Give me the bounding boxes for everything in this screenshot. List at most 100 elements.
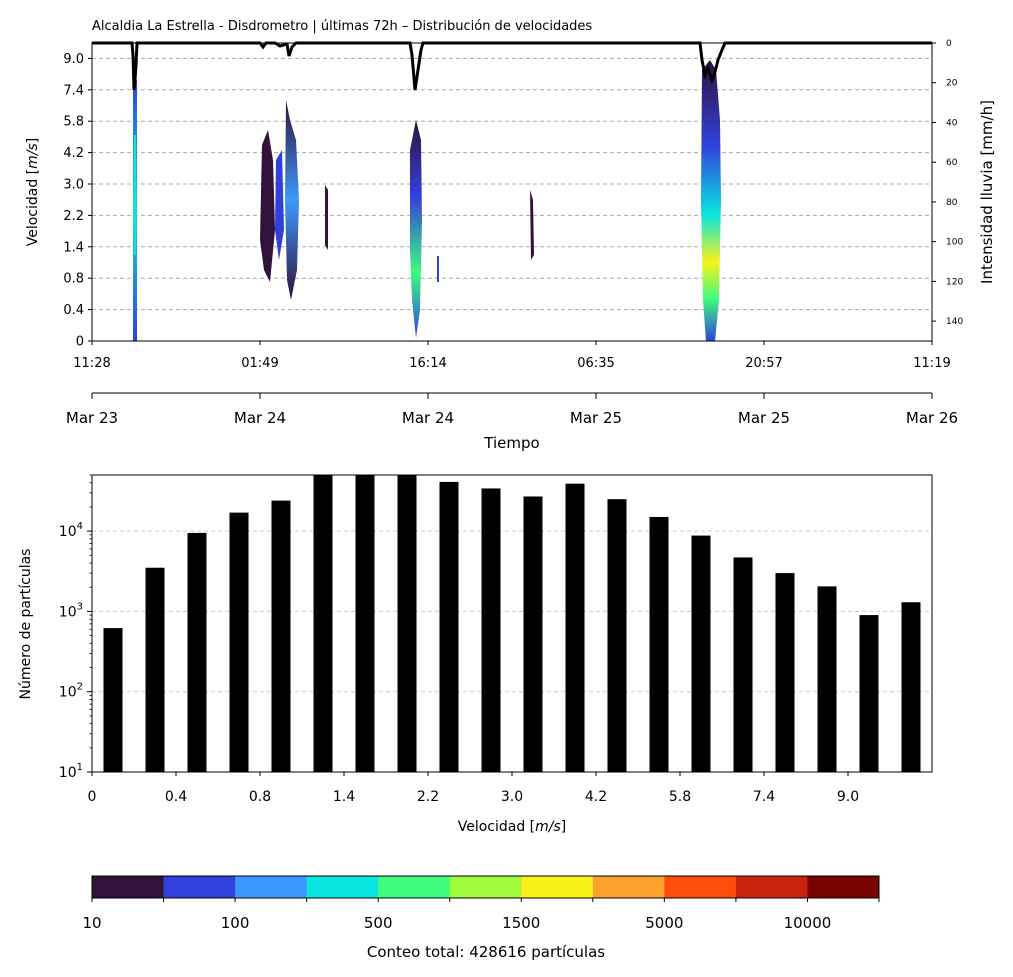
histogram-bar (271, 500, 291, 772)
histogram-ylabel: Número de partículas (18, 549, 34, 700)
histogram-x-tick-label: 3.0 (501, 789, 523, 805)
histogram-bar (355, 475, 375, 772)
histogram-bar (145, 567, 165, 772)
colorbar-frame (91, 875, 880, 899)
velocity-tick-label: 9.0 (63, 52, 84, 67)
histogram-bar (733, 557, 753, 772)
velocity-tick-label: 0.4 (63, 303, 84, 318)
rain-intensity-label: Intensidad lluvia [mm/h] (978, 100, 996, 284)
histogram-x-tick-label: 1.4 (333, 789, 355, 805)
time-tick-label: 11:28 (73, 356, 110, 371)
colorbar-cell (163, 876, 236, 898)
date-tick-label: Mar 23 (66, 409, 118, 427)
histogram-bars (103, 475, 921, 772)
intensity-tick-label: 0 (946, 39, 952, 49)
intensity-tick-label: 80 (946, 198, 958, 208)
date-tick-label: Mar 24 (402, 409, 454, 427)
histogram-x-tick-label: 0 (88, 789, 97, 805)
intensity-tick-label: 140 (946, 317, 963, 327)
histogram-y-tick-label: 104 (59, 521, 83, 540)
colorbar-tick-label: 1500 (502, 914, 540, 932)
intensity-tick-label: 60 (946, 158, 958, 168)
histogram-x-tick-label: 5.8 (669, 789, 691, 805)
rain-event-4 (410, 120, 422, 338)
date-tick-label: Mar 25 (570, 409, 622, 427)
histogram-bar (565, 483, 585, 772)
colorbar-cell (306, 876, 379, 898)
histogram-panel: 101 102 103 104 0 0.4 0.8 1.4 2.2 3.0 4.2 5.8 7.4 9.… (18, 474, 933, 835)
rain-event-2c (275, 150, 284, 260)
colorbar-cell (735, 876, 808, 898)
intensity-tick-label: 20 (946, 79, 958, 89)
velocity-tick-label: 2.2 (63, 209, 84, 224)
colorbar-cell (592, 876, 665, 898)
histogram-axes-frame (91, 474, 933, 773)
colorbar-tick-label: 10000 (784, 914, 832, 932)
histogram-x-tick-label: 0.4 (165, 789, 187, 805)
rain-event-2a (260, 130, 275, 282)
histogram-bar (103, 628, 123, 772)
velocity-y-axis: 0 0.4 0.8 1.4 2.2 3.0 4.2 5.8 7.4 9.0 (63, 52, 92, 350)
velocity-tick-label: 3.0 (63, 178, 84, 193)
date-tick-label: Mar 26 (906, 409, 958, 427)
colorbar-cell (449, 876, 522, 898)
histogram-bar (397, 475, 417, 772)
colorbar-cell (664, 876, 737, 898)
histogram-x-tick-label: 2.2 (417, 789, 439, 805)
histogram-x-axis: 0 0.4 0.8 1.4 2.2 3.0 4.2 5.8 7.4 9.0 (88, 772, 859, 805)
time-tick-label: 20:57 (745, 356, 782, 371)
histogram-bar (187, 532, 207, 772)
time-tick-label: 01:49 (241, 356, 278, 371)
time-tick-label: 16:14 (409, 356, 446, 371)
date-axis: Mar 23 Mar 24 Mar 24 Mar 25 Mar 25 Mar 26 (66, 393, 958, 427)
intensity-tick-label: 100 (946, 238, 963, 248)
date-axis-label: Tiempo (483, 434, 539, 452)
heatmap-cells (133, 60, 721, 341)
heatmap-panel: 00.40.81.42.23.04.25.87.49.0 11:28 01:49 1… (25, 39, 996, 452)
histogram-y-tick-label: 102 (59, 682, 83, 701)
date-tick-label: Mar 24 (234, 409, 286, 427)
histogram-bar (229, 512, 249, 772)
time-x-axis: 11:28 01:49 16:14 06:35 20:57 11:19 (73, 341, 951, 371)
colorbar-cell (521, 876, 594, 898)
histogram-bar (313, 475, 333, 772)
rain-event-5 (530, 190, 534, 260)
chart-title: Alcaldia La Estrella - Disdrometro | últ… (92, 19, 592, 34)
heatmap-ylabel: Velocidad [m/s] (25, 138, 41, 247)
velocity-tick-label: 5.8 (63, 115, 84, 130)
histogram-bar (901, 602, 921, 772)
time-tick-label: 11:19 (913, 356, 950, 371)
histogram-bar (817, 586, 837, 772)
time-tick-label: 06:35 (577, 356, 614, 371)
histogram-bar (481, 488, 501, 772)
colorbar-tick-label: 100 (221, 914, 250, 932)
colorbar-caption: Conteo total: 428616 partículas (367, 943, 605, 961)
colorbar-cell (807, 876, 880, 898)
histogram-xlabel: Velocidad [m/s] (458, 819, 567, 835)
rain-event-4b (437, 256, 439, 282)
histogram-bar (859, 615, 879, 772)
rain-event-6 (701, 60, 721, 341)
colorbar-cell (235, 876, 308, 898)
velocity-tick-label: 0.8 (63, 272, 84, 287)
histogram-bar (691, 535, 711, 772)
histogram-bar (649, 516, 669, 772)
colorbar-tick-label: 500 (364, 914, 393, 932)
histogram-bar (607, 499, 627, 772)
colorbar-ticks: 10 100 500 1500 5000 10000 (82, 898, 880, 932)
velocity-tick-label: 1.4 (63, 240, 84, 255)
intensity-tick-label: 40 (946, 118, 958, 128)
rain-event-1-peak (134, 135, 136, 255)
histogram-bar (439, 481, 459, 772)
heatmap-grid (92, 57, 932, 311)
intensity-tick-label: 120 (946, 277, 963, 287)
rain-event-3 (325, 185, 328, 250)
rain-intensity-line (92, 41, 932, 91)
histogram-grid (92, 530, 932, 693)
histogram-bar (775, 573, 795, 772)
histogram-bar (523, 496, 543, 772)
histogram-x-tick-label: 0.8 (249, 789, 271, 805)
histogram-y-axis: 101 102 103 104 (59, 474, 92, 781)
histogram-y-tick-label: 103 (59, 601, 83, 620)
